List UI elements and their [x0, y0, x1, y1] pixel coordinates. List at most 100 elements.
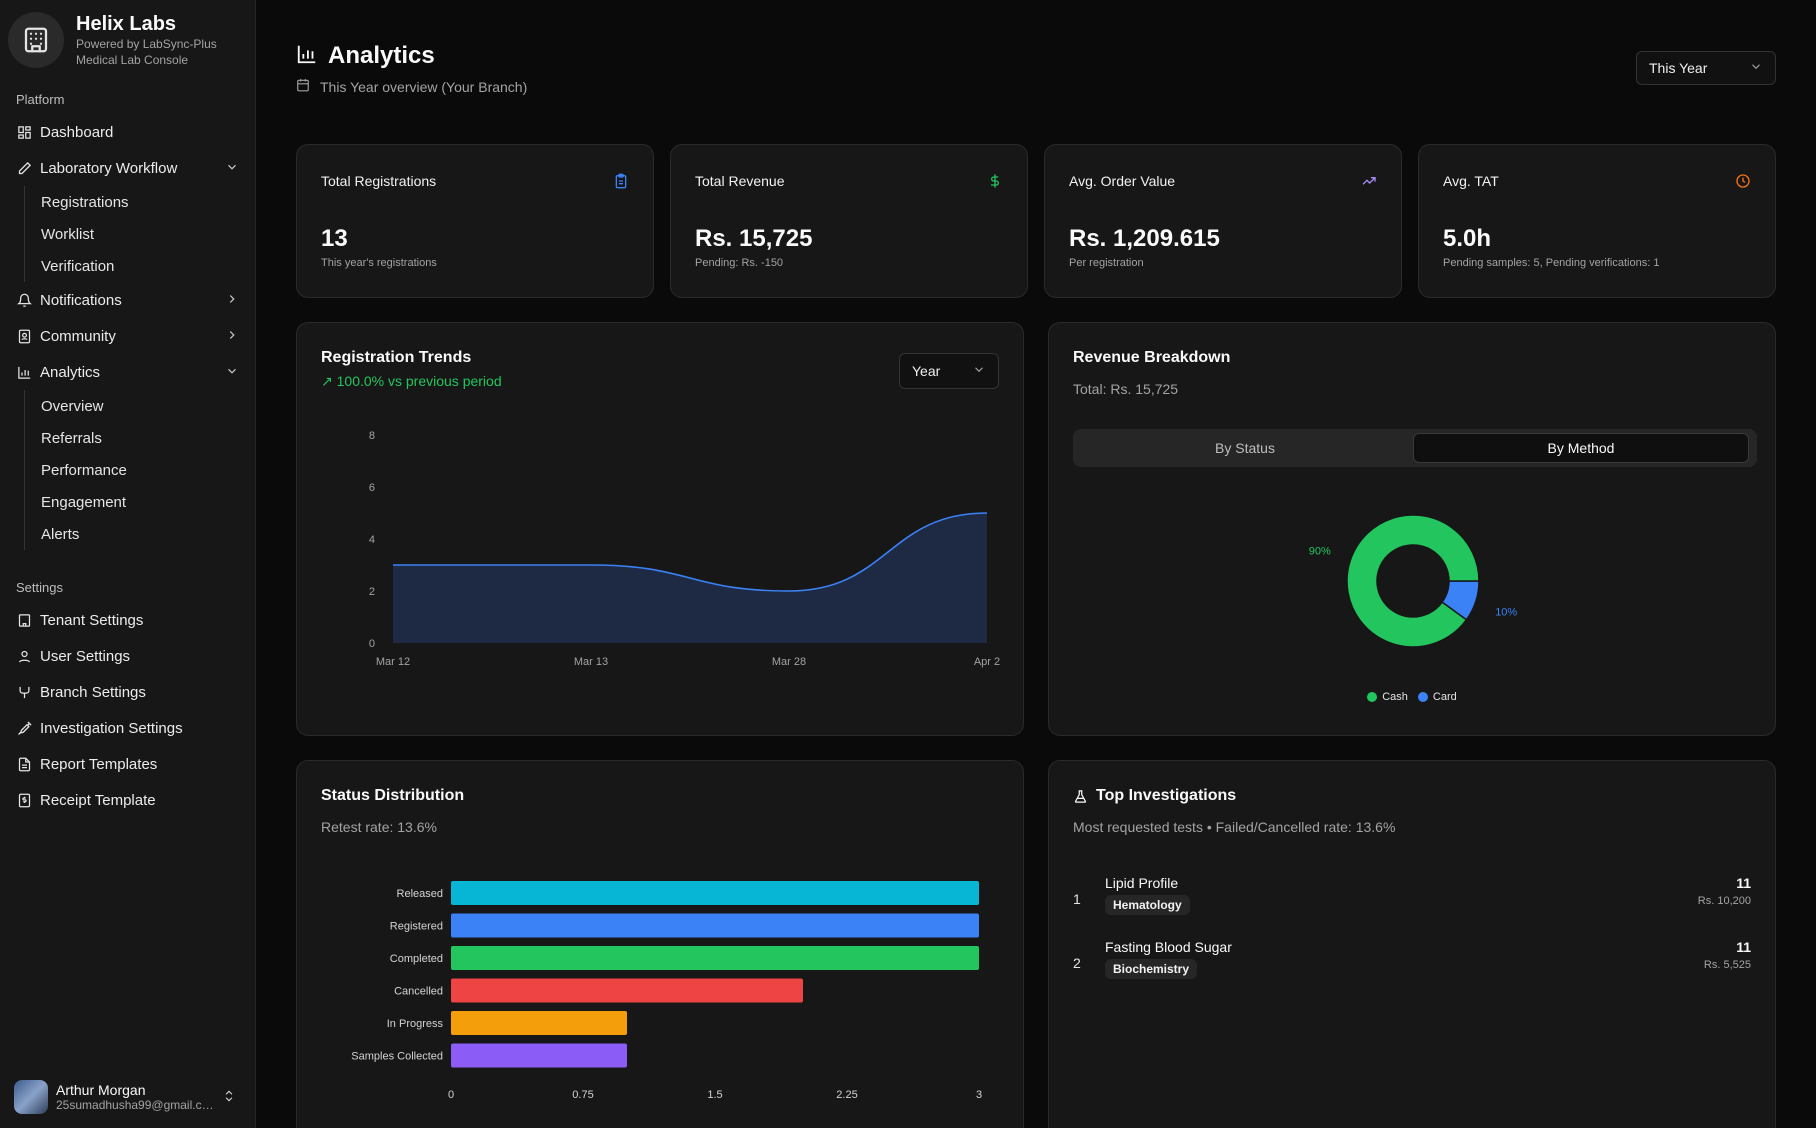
status-bar-chart: Released Registered Completed Cancelled In P… — [351, 881, 982, 1101]
revenue-donut-chart: 10% 90% — [1309, 514, 1517, 648]
legend-label: Card — [1432, 691, 1457, 703]
pie-slice-cash[interactable] — [1346, 514, 1480, 648]
trend-period-value: Year — [912, 363, 941, 379]
slice-label: 90% — [1309, 546, 1331, 558]
x-tick-label: Apr 2 — [974, 656, 1000, 668]
sidebar-subitem-referrals[interactable]: Referrals — [41, 429, 102, 447]
user-menu[interactable]: Arthur Morgan 25sumadhusha99@gmail.com — [14, 1076, 242, 1118]
sidebar-item-label: Receipt Template — [40, 791, 156, 809]
stat-note: Pending: Rs. -150 — [695, 257, 784, 269]
sidebar-item-report-templates[interactable]: Report Templates — [16, 746, 239, 782]
trend-period-select[interactable]: Year — [899, 353, 999, 389]
dollar-icon — [987, 173, 1003, 194]
sidebar-subitem-overview[interactable]: Overview — [41, 397, 104, 415]
stat-title: Avg. TAT — [1443, 173, 1499, 189]
chevrons-up-down-icon — [222, 1088, 236, 1109]
sidebar-item-label: Laboratory Workflow — [40, 159, 178, 177]
panel-title: Registration Trends — [321, 349, 472, 366]
sidebar-item-user-settings[interactable]: User Settings — [16, 638, 239, 674]
sidebar-item-investigation-settings[interactable]: Investigation Settings — [16, 710, 239, 746]
investigation-name: Lipid Profile — [1105, 875, 1179, 891]
y-tick-label: 2 — [369, 586, 375, 598]
tab-by-method[interactable]: By Method — [1413, 433, 1749, 463]
sidebar-subitem-worklist[interactable]: Worklist — [41, 225, 95, 243]
trend-change: ↗ 100.0% vs previous period — [321, 373, 502, 389]
panel-title: Status Distribution — [321, 787, 465, 804]
period-select[interactable]: This Year — [1636, 51, 1776, 85]
sidebar-item-community[interactable]: Community — [16, 318, 239, 354]
page-header: Analytics — [296, 42, 435, 70]
bar-label: In Progress — [387, 1018, 444, 1030]
sidebar-subitem-engagement[interactable]: Engagement — [41, 493, 127, 511]
stat-card-avg-order-value: Avg. Order Value Rs. 1,209.615 Per regis… — [1044, 144, 1402, 298]
registration-trends-card: Registration Trends ↗ 100.0% vs previous… — [296, 322, 1024, 736]
sidebar-subitem-alerts[interactable]: Alerts — [41, 525, 80, 543]
sidebar-item-tenant-settings[interactable]: Tenant Settings — [16, 602, 239, 638]
x-tick-label: 1.5 — [707, 1089, 722, 1101]
bar-released[interactable] — [451, 881, 979, 905]
chevron-down-icon — [225, 160, 239, 178]
chevron-right-icon — [225, 292, 239, 310]
registration-trends-chart: 0 2 4 6 8 Mar 12 Mar 13 Mar 28 Apr 2 — [369, 430, 1000, 668]
platform-label: Platform — [16, 92, 65, 107]
panel-title-text: Top Investigations — [1096, 787, 1237, 804]
receipt-icon — [16, 792, 32, 808]
building-logo-icon — [8, 12, 64, 68]
sidebar-item-label: Investigation Settings — [40, 719, 183, 737]
x-tick-label: 0.75 — [572, 1089, 593, 1101]
sidebar-item-label: Dashboard — [40, 123, 114, 141]
list-item[interactable]: 1 Lipid Profile Hematology 11 Rs. 10,200 — [1073, 875, 1751, 925]
bar-in-progress[interactable] — [451, 1011, 627, 1035]
dashboard-icon — [16, 124, 32, 140]
slice-label: 10% — [1495, 606, 1517, 618]
chevron-down-icon — [972, 363, 986, 380]
bell-icon — [16, 292, 32, 308]
bar-label: Samples Collected — [351, 1051, 443, 1063]
list-item[interactable]: 2 Fasting Blood Sugar Biochemistry 11 Rs… — [1073, 939, 1751, 989]
bar-cancelled[interactable] — [451, 978, 803, 1003]
sidebar-item-analytics[interactable]: Analytics — [16, 354, 239, 390]
bar-chart-icon — [296, 43, 318, 70]
sidebar-item-notifications[interactable]: Notifications — [16, 282, 239, 318]
pen-icon — [16, 160, 32, 176]
tab-by-status[interactable]: By Status — [1215, 440, 1275, 456]
sidebar-subitem-performance[interactable]: Performance — [41, 461, 127, 479]
stat-value: Rs. 15,725 — [695, 225, 813, 252]
sidebar-item-label: Notifications — [40, 291, 122, 309]
y-tick-label: 4 — [369, 534, 375, 546]
legend-label: Cash — [1382, 691, 1408, 703]
y-tick-label: 6 — [369, 482, 375, 494]
stat-title: Total Revenue — [695, 173, 785, 189]
sidebar-item-label: Tenant Settings — [40, 611, 144, 629]
page-subtitle: This Year overview (Your Branch) — [296, 78, 527, 95]
brand[interactable]: Helix Labs Powered by LabSync-Plus Medic… — [8, 10, 217, 70]
stat-note: This year's registrations — [321, 257, 437, 269]
bar-samples-collected[interactable] — [451, 1043, 627, 1068]
bar-registered[interactable] — [451, 913, 979, 938]
revenue-legend: Cash Card — [1049, 691, 1775, 703]
sidebar-item-receipt-template[interactable]: Receipt Template — [16, 782, 239, 818]
sidebar-item-label: Branch Settings — [40, 683, 146, 701]
sidebar-subitem-verification[interactable]: Verification — [41, 257, 115, 275]
bar-completed[interactable] — [451, 946, 979, 970]
stat-value: 13 — [321, 225, 348, 252]
sidebar-item-dashboard[interactable]: Dashboard — [16, 114, 239, 150]
retest-rate: Retest rate: 13.6% — [321, 819, 437, 835]
top-investigations-card: Top Investigations Most requested tests … — [1048, 760, 1776, 1128]
chevron-down-icon — [1749, 60, 1763, 77]
brand-name: Helix Labs — [76, 12, 177, 35]
sidebar-item-branch-settings[interactable]: Branch Settings — [16, 674, 239, 710]
y-tick-label: 0 — [369, 638, 375, 650]
revenue-tabs: By Status By Method — [1073, 429, 1757, 467]
user-name: Arthur Morgan — [56, 1082, 146, 1098]
sidebar-subitem-registrations[interactable]: Registrations — [41, 193, 129, 211]
git-branch-icon — [16, 684, 32, 700]
laboratory-workflow-subnav: Registrations Worklist Verification — [24, 186, 239, 282]
document-icon — [16, 756, 32, 772]
sidebar-item-laboratory-workflow[interactable]: Laboratory Workflow — [16, 150, 239, 186]
x-tick-label: Mar 13 — [574, 656, 608, 668]
bar-label: Registered — [390, 921, 443, 933]
legend-item-cash: Cash — [1367, 691, 1408, 703]
rank: 1 — [1073, 891, 1081, 907]
series-line — [392, 512, 988, 592]
